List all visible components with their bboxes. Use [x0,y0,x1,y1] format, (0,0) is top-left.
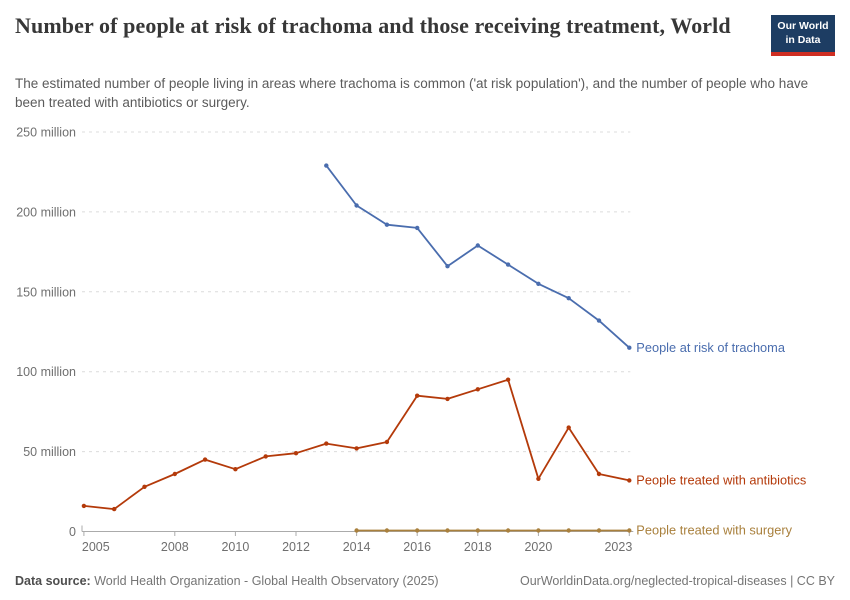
chart-title: Number of people at risk of trachoma and… [15,13,731,38]
point-people-treated-with-surgery-2022[interactable] [596,528,602,533]
owid-logo-line1: Our World [777,20,829,32]
series-label-people-at-risk-of-trachoma: People at risk of trachoma [636,340,786,355]
point-people-treated-with-antibiotics-2006[interactable] [112,506,117,512]
point-people-treated-with-antibiotics-2019[interactable] [505,377,511,382]
chart-subtitle: The estimated number of people living in… [15,76,809,111]
point-people-treated-with-antibiotics-2015[interactable] [384,439,390,445]
point-people-treated-with-antibiotics-2014[interactable] [354,446,359,451]
point-people-treated-with-antibiotics-2013[interactable] [324,441,329,446]
point-people-treated-with-antibiotics-2007[interactable] [142,484,147,489]
owid-logo-line2: in Data [785,33,821,46]
x-axis-label-2023: 2023 [604,540,632,554]
point-people-treated-with-surgery-2018[interactable] [475,528,480,533]
y-axis-label-50: 50 million [23,445,76,459]
x-axis-label-2008: 2008 [161,540,189,554]
point-people-treated-with-surgery-2014[interactable] [354,528,359,533]
point-people-treated-with-antibiotics-2012[interactable] [293,451,299,456]
series-label-people-treated-with-surgery: People treated with surgery [636,523,792,538]
point-people-treated-with-antibiotics-2021[interactable] [566,425,571,430]
point-people-at-risk-of-trachoma-2023[interactable] [627,345,632,350]
y-axis-label-250: 250 million [16,126,76,140]
footer-right: OurWorldinData.org/neglected-tropical-di… [520,574,835,588]
point-people-at-risk-of-trachoma-2019[interactable] [505,262,511,267]
point-people-treated-with-surgery-2015[interactable] [384,528,390,533]
point-people-treated-with-antibiotics-2018[interactable] [475,387,480,392]
x-axis-label-2020: 2020 [524,540,552,554]
owid-url-link[interactable]: OurWorldinData.org/neglected-tropical-di… [520,574,787,588]
point-people-treated-with-antibiotics-2017[interactable] [445,396,450,402]
point-people-at-risk-of-trachoma-2014[interactable] [354,203,359,208]
x-axis-label-2014: 2014 [343,540,371,554]
point-people-treated-with-antibiotics-2010[interactable] [233,467,238,472]
data-source: Data source: World Health Organization -… [15,574,439,588]
point-people-at-risk-of-trachoma-2020[interactable] [536,281,541,286]
chart-footer: Data source: World Health Organization -… [15,574,835,588]
point-people-treated-with-antibiotics-2022[interactable] [596,471,602,477]
point-people-treated-with-surgery-2020[interactable] [536,528,541,533]
line-people-at-risk-of-trachoma[interactable] [325,164,631,349]
x-axis-label-2010: 2010 [221,540,249,554]
footer-separator: | [790,574,794,588]
y-axis-label-200: 200 million [16,205,76,219]
point-people-treated-with-surgery-2017[interactable] [445,528,450,533]
series-label-people-treated-with-antibiotics: People treated with antibiotics [636,473,806,488]
y-axis-label-0: 0 [69,525,76,539]
point-people-at-risk-of-trachoma-2015[interactable] [384,222,390,227]
license-badge: CC BY [796,574,835,588]
point-people-at-risk-of-trachoma-2021[interactable] [566,296,571,301]
point-people-treated-with-antibiotics-2016[interactable] [415,393,420,398]
trachoma-line-chart: 0 50 million 100 million 150 million 200 mil… [16,126,806,555]
data-source-text: World Health Organization - Global Healt… [94,574,439,588]
point-people-treated-with-surgery-2019[interactable] [505,528,511,533]
point-people-at-risk-of-trachoma-2016[interactable] [415,225,420,231]
point-people-at-risk-of-trachoma-2013[interactable] [324,163,329,168]
point-people-at-risk-of-trachoma-2022[interactable] [596,318,602,323]
line-people-treated-with-antibiotics[interactable] [83,378,631,511]
point-people-treated-with-antibiotics-2008[interactable] [172,471,177,477]
point-people-treated-with-antibiotics-2023[interactable] [627,478,632,483]
point-people-treated-with-antibiotics-2011[interactable] [263,454,268,459]
x-axis-label-2018: 2018 [464,540,492,554]
point-people-treated-with-antibiotics-2020[interactable] [536,476,541,481]
point-people-at-risk-of-trachoma-2018[interactable] [475,243,480,248]
y-axis-label-100: 100 million [16,365,76,379]
data-source-label: Data source: [15,574,91,588]
y-axis-label-150: 150 million [16,285,76,299]
x-axis-label-2016: 2016 [403,540,431,554]
point-people-treated-with-antibiotics-2009[interactable] [202,457,208,462]
x-axis-label-2012: 2012 [282,540,310,554]
owid-logo[interactable]: Our World in Data [771,15,835,56]
point-people-treated-with-surgery-2023[interactable] [627,528,632,533]
point-people-treated-with-surgery-2016[interactable] [415,528,420,533]
point-people-treated-with-surgery-2021[interactable] [566,528,571,533]
x-axis-label-2005: 2005 [82,540,110,554]
point-people-treated-with-antibiotics-2005[interactable] [81,503,87,509]
point-people-at-risk-of-trachoma-2017[interactable] [445,264,450,269]
